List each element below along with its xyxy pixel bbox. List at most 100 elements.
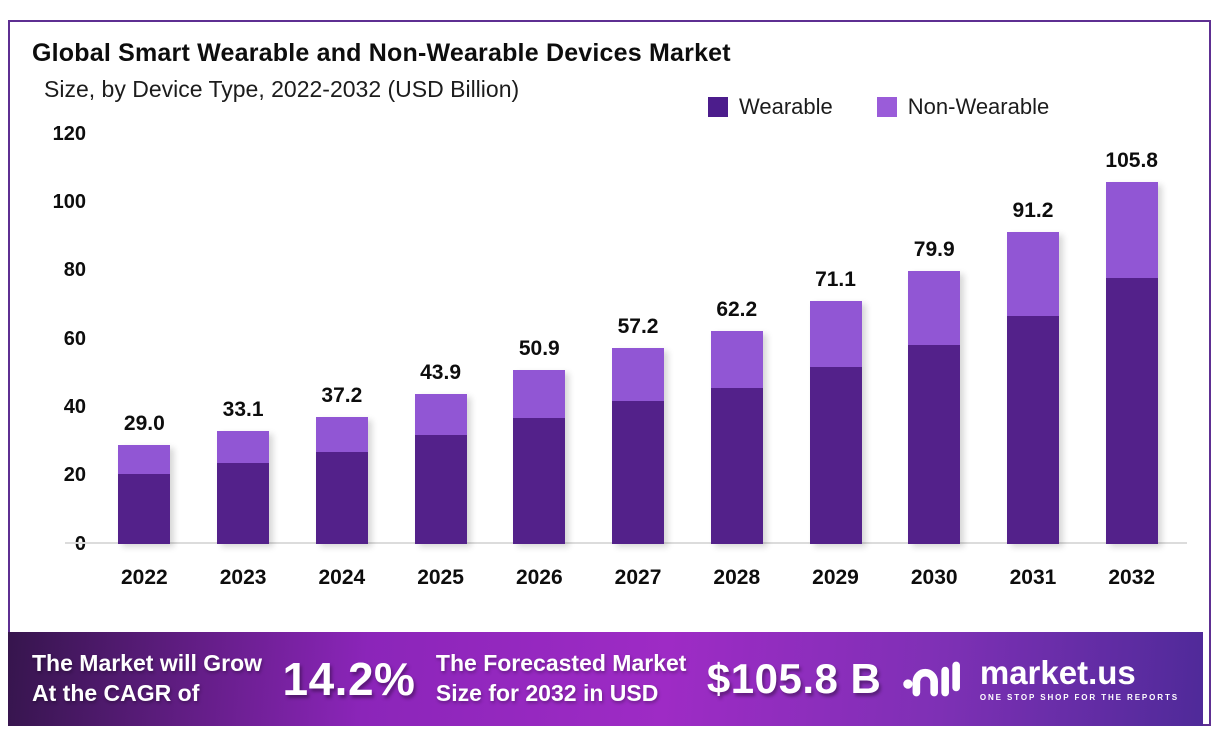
bar-group: 79.9 2030 [885, 134, 984, 589]
segment-non-wearable [612, 348, 665, 402]
segment-wearable [908, 344, 961, 544]
segment-non-wearable [908, 270, 961, 345]
stacked-bar [908, 270, 961, 544]
bar-group: 33.1 2023 [194, 134, 293, 589]
bar-group: 62.2 2028 [687, 134, 786, 589]
x-axis-label: 2024 [318, 565, 366, 589]
stacked-bar [217, 430, 270, 544]
stacked-bar [315, 416, 368, 544]
bar-total-label: 43.9 [420, 360, 461, 384]
stacked-bar [809, 300, 862, 544]
brand-text: market.us ONE STOP SHOP FOR THE REPORTS [980, 656, 1179, 702]
chart-header: Global Smart Wearable and Non-Wearable D… [10, 22, 1209, 119]
segment-wearable [1105, 278, 1158, 544]
brand-name: market.us [979, 654, 1136, 691]
bar-total-label: 105.8 [1105, 149, 1158, 173]
segment-wearable [118, 473, 171, 544]
cagr-value: 14.2% [282, 653, 416, 705]
x-axis-label: 2022 [121, 565, 168, 589]
plot-area: 29.0 2022 33.1 2023 37.2 2024 43.9 2025 50.9 2026… [95, 134, 1181, 589]
x-axis-label: 2030 [910, 565, 958, 589]
bar-total-label: 33.1 [222, 397, 264, 421]
market-us-logo-icon [903, 661, 960, 697]
chart-subtitle: Size, by Device Type, 2022-2032 (USD Bil… [44, 76, 520, 102]
bar-group: 91.2 2031 [984, 134, 1083, 589]
bar-total-label: 57.2 [617, 315, 659, 339]
footer-banner: The Market will Grow At the CAGR of 14.2… [8, 632, 1203, 726]
segment-wearable [513, 417, 566, 544]
bar-total-label: 37.2 [321, 383, 363, 407]
legend: Wearable Non-Wearable [708, 94, 1049, 120]
segment-non-wearable [414, 393, 467, 436]
legend-item-non-wearable: Non-Wearable [876, 94, 1050, 120]
chart-area: 0 20 40 60 80 100 120 29.0 2022 33.1 2023 37.2 2024… [10, 112, 1209, 600]
brand-tagline: ONE STOP SHOP FOR THE REPORTS [979, 693, 1179, 702]
y-axis-tick: 80 [63, 259, 86, 282]
y-axis-tick: 40 [63, 395, 86, 418]
x-axis-label: 2027 [614, 565, 662, 589]
segment-non-wearable [315, 416, 368, 453]
bar-total-label: 79.9 [913, 237, 955, 261]
stacked-bar [1006, 232, 1059, 544]
legend-label-wearable: Wearable [739, 94, 833, 119]
segment-wearable [217, 462, 270, 544]
banner-left-line1: The Market will Grow [32, 650, 263, 677]
stacked-bar [710, 331, 763, 544]
y-axis-tick: 20 [63, 464, 86, 487]
legend-label-non-wearable: Non-Wearable [907, 94, 1050, 119]
banner-mid-text: The Forecasted Market Size for 2032 in U… [436, 649, 687, 709]
segment-non-wearable [513, 369, 566, 418]
segment-non-wearable [710, 331, 763, 389]
stacked-bar [414, 393, 467, 544]
y-axis: 0 20 40 60 80 100 120 [10, 123, 86, 555]
segment-wearable [612, 401, 665, 544]
forecast-value: $105.8 B [706, 655, 882, 702]
banner-mid-line2: Size for 2032 in USD [435, 680, 659, 706]
segment-non-wearable [809, 300, 862, 367]
segment-non-wearable [118, 444, 171, 474]
banner-mid-line1: The Forecasted Market [435, 650, 687, 677]
x-axis-label: 2028 [713, 565, 761, 589]
segment-non-wearable [217, 430, 270, 463]
bar-total-label: 91.2 [1012, 199, 1054, 222]
chart-title: Global Smart Wearable and Non-Wearable D… [32, 39, 731, 67]
banner-left-text: The Market will Grow At the CAGR of [32, 649, 262, 709]
x-axis-label: 2026 [515, 565, 563, 589]
segment-non-wearable [1006, 232, 1059, 316]
bar-group: 57.2 2027 [589, 134, 688, 589]
y-axis-tick: 120 [52, 122, 86, 145]
stacked-bar [118, 444, 171, 544]
legend-swatch-wearable [708, 97, 728, 117]
segment-wearable [710, 388, 763, 544]
bar-group: 29.0 2022 [95, 134, 194, 589]
stacked-bar [513, 369, 566, 544]
bar-group: 71.1 2029 [786, 134, 885, 589]
bar-total-label: 71.1 [815, 267, 856, 291]
bar-group: 37.2 2024 [292, 134, 391, 589]
bar-total-label: 62.2 [716, 298, 758, 322]
x-axis-label: 2031 [1009, 565, 1057, 589]
segment-non-wearable [1105, 182, 1158, 279]
legend-swatch-non-wearable [876, 97, 897, 117]
x-axis-label: 2023 [219, 565, 267, 589]
y-axis-tick: 60 [63, 327, 86, 350]
bar-total-label: 50.9 [518, 336, 560, 360]
stacked-bar [612, 348, 665, 544]
legend-item-wearable: Wearable [708, 94, 833, 120]
y-axis-tick: 0 [74, 532, 86, 555]
bar-group: 50.9 2026 [490, 134, 589, 589]
x-axis-label: 2032 [1108, 565, 1156, 589]
segment-wearable [414, 435, 467, 544]
x-axis-label: 2029 [812, 565, 859, 589]
brand-logo: market.us ONE STOP SHOP FOR THE REPORTS [902, 654, 1179, 704]
chart-card: Global Smart Wearable and Non-Wearable D… [8, 20, 1211, 726]
bar-group: 43.9 2025 [391, 134, 490, 589]
y-axis-tick: 100 [52, 190, 86, 213]
bar-total-label: 29.0 [123, 411, 165, 435]
segment-wearable [809, 366, 862, 544]
segment-wearable [1006, 315, 1059, 544]
stacked-bar [1105, 182, 1158, 544]
bar-group: 105.8 2032 [1082, 134, 1181, 588]
banner-left-line2: At the CAGR of [32, 680, 200, 706]
segment-wearable [315, 452, 368, 544]
